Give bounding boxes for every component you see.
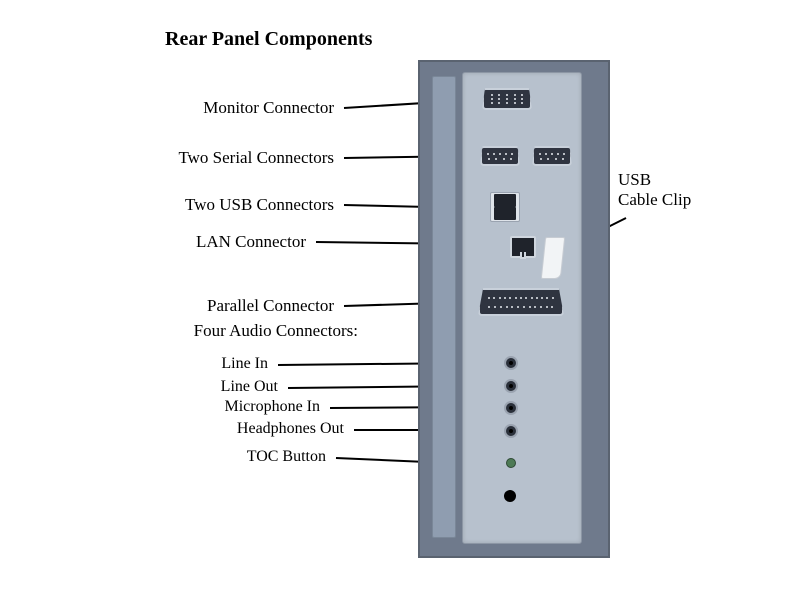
silkscreen-badge-strip [432,76,456,538]
callout-toc: TOC Button [247,448,326,466]
callout-monitor: Monitor Connector [203,98,334,118]
parallel-port [478,288,564,316]
callout-serial: Two Serial Connectors [178,148,334,168]
audio-jack-line-out [504,379,518,393]
callout-audio-header: Four Audio Connectors: [194,321,358,341]
serial-port-a [480,146,520,166]
callout-line-in: Line In [221,355,268,373]
callout-usb: Two USB Connectors [185,195,334,215]
audio-jack-line-in [504,356,518,370]
lan-rj45-port [510,236,536,258]
diagram-title: Rear Panel Components [165,28,372,51]
usb-clip-line1: USB [618,170,651,189]
callout-line-out: Line Out [221,378,278,396]
audio-jack-mic-in [504,401,518,415]
serial-port-b [532,146,572,166]
mounting-hole [504,490,516,502]
usb-clip-line2: Cable Clip [618,190,691,209]
audio-jack-hp-out [504,424,518,438]
callout-parallel: Parallel Connector [207,296,334,316]
callout-headphones-out: Headphones Out [237,420,344,438]
toc-button [506,458,516,468]
callout-mic-in: Microphone In [224,398,320,416]
callout-arrows [0,0,800,600]
callout-usb-cable-clip: USB Cable Clip [618,170,691,210]
callout-lan: LAN Connector [196,232,306,252]
usb-port-stack [490,192,520,222]
vga-port [482,88,532,110]
